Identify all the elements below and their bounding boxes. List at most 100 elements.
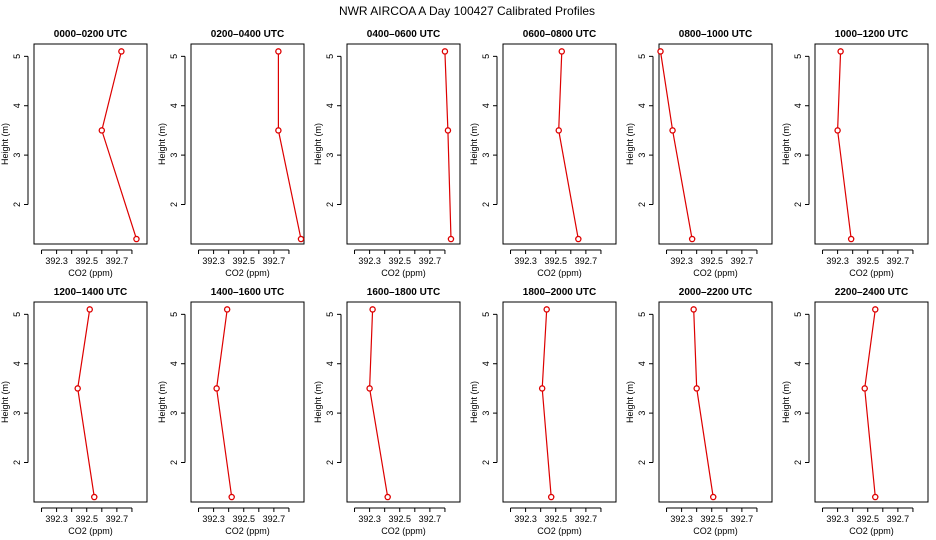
x-axis-label: CO2 (ppm) bbox=[381, 268, 426, 278]
x-axis-label: CO2 (ppm) bbox=[68, 268, 113, 278]
panel-title: 0000–0200 UTC bbox=[54, 29, 127, 40]
x-tick-label: 392.5 bbox=[856, 256, 879, 266]
profile-point bbox=[297, 235, 305, 243]
panel-title: 1400–1600 UTC bbox=[211, 287, 284, 298]
panel-title: 0400–0600 UTC bbox=[367, 29, 440, 40]
y-tick-label: 3 bbox=[481, 153, 491, 158]
profile-point bbox=[86, 306, 93, 313]
panel-grid: 0000–0200 UTC 392.3 392.5 392.7 2 3 4 5 CO2 (ppm… bbox=[0, 29, 929, 536]
x-tick-label: 392.3 bbox=[670, 514, 693, 524]
panel-8: 1400–1600 UTC 392.3 392.5 392.7 2 3 4 5 CO2 (ppm… bbox=[157, 287, 305, 536]
profile-point bbox=[669, 127, 676, 134]
y-tick-label: 4 bbox=[481, 361, 491, 366]
y-tick-label: 5 bbox=[12, 54, 22, 59]
plot-frame bbox=[190, 43, 305, 245]
y-tick-label: 5 bbox=[325, 54, 335, 59]
x-tick-label: 392.3 bbox=[202, 256, 225, 266]
x-axis-label: CO2 (ppm) bbox=[537, 268, 582, 278]
y-tick-label: 4 bbox=[169, 361, 179, 366]
x-tick-label: 392.3 bbox=[45, 256, 68, 266]
plot-frame bbox=[814, 301, 929, 503]
y-tick-label: 4 bbox=[325, 361, 335, 366]
x-tick-label: 392.7 bbox=[575, 256, 598, 266]
x-tick-label: 392.7 bbox=[419, 514, 442, 524]
plot-frame bbox=[33, 43, 148, 245]
y-tick-label: 4 bbox=[793, 103, 803, 108]
x-tick-label: 392.7 bbox=[106, 256, 129, 266]
x-axis-label: CO2 (ppm) bbox=[68, 526, 113, 536]
x-axis-label: CO2 (ppm) bbox=[225, 268, 270, 278]
profile-point bbox=[861, 385, 868, 392]
x-tick-label: 392.7 bbox=[106, 514, 129, 524]
y-tick-label: 5 bbox=[793, 54, 803, 59]
x-axis-label: CO2 (ppm) bbox=[693, 268, 738, 278]
y-tick-label: 2 bbox=[793, 460, 803, 465]
x-tick-label: 392.7 bbox=[419, 256, 442, 266]
x-tick-label: 392.3 bbox=[514, 514, 537, 524]
x-tick-label: 392.7 bbox=[887, 256, 910, 266]
x-tick-label: 392.7 bbox=[731, 514, 754, 524]
y-tick-label: 4 bbox=[12, 361, 22, 366]
panel-2: 0200–0400 UTC 392.3 392.5 392.7 2 3 4 5 CO2 (ppm… bbox=[157, 29, 305, 278]
figure-title: NWR AIRCOA A Day 100427 Calibrated Profi… bbox=[339, 4, 595, 18]
panel-6: 1000–1200 UTC 392.3 392.5 392.7 2 3 4 5 CO2 (ppm… bbox=[781, 29, 929, 278]
panel-11: 2000–2200 UTC 392.3 392.5 392.7 2 3 4 5 CO2 (ppm… bbox=[625, 287, 773, 536]
y-tick-label: 5 bbox=[169, 54, 179, 59]
profile-point bbox=[444, 127, 452, 134]
profile-point bbox=[657, 48, 664, 55]
y-tick-label: 5 bbox=[481, 54, 491, 59]
x-tick-label: 392.3 bbox=[826, 256, 849, 266]
profile-point bbox=[98, 127, 106, 134]
plot-frame bbox=[502, 301, 617, 503]
y-tick-label: 4 bbox=[637, 361, 647, 366]
y-tick-label: 4 bbox=[169, 103, 179, 108]
panel-title: 0200–0400 UTC bbox=[211, 29, 284, 40]
profile-point bbox=[447, 235, 455, 243]
panel-title: 1800–2000 UTC bbox=[523, 287, 596, 298]
y-axis-label: Height (m) bbox=[0, 123, 10, 165]
profile-point bbox=[555, 127, 562, 134]
profile-point bbox=[275, 127, 282, 134]
plot-frame bbox=[346, 43, 461, 245]
x-tick-label: 392.7 bbox=[263, 256, 286, 266]
y-tick-label: 5 bbox=[637, 54, 647, 59]
plot-frame bbox=[658, 301, 773, 503]
y-axis-label: Height (m) bbox=[469, 381, 479, 423]
y-tick-label: 3 bbox=[325, 411, 335, 416]
y-axis-label: Height (m) bbox=[313, 123, 323, 165]
profile-point bbox=[538, 385, 546, 392]
profile-point bbox=[575, 235, 582, 243]
profile-point bbox=[384, 493, 391, 501]
plot-frame bbox=[814, 43, 929, 245]
y-tick-label: 2 bbox=[325, 202, 335, 207]
y-axis-label: Height (m) bbox=[781, 381, 791, 423]
panel-3: 0400–0600 UTC 392.3 392.5 392.7 2 3 4 5 CO2 (ppm… bbox=[313, 29, 461, 278]
y-axis-label: Height (m) bbox=[625, 123, 635, 165]
x-axis-label: CO2 (ppm) bbox=[693, 526, 738, 536]
profile-point bbox=[872, 306, 879, 313]
x-tick-label: 392.5 bbox=[232, 256, 255, 266]
profile-point bbox=[118, 48, 125, 55]
y-axis-label: Height (m) bbox=[469, 123, 479, 165]
y-tick-label: 3 bbox=[637, 411, 647, 416]
x-tick-label: 392.7 bbox=[575, 514, 598, 524]
x-axis-label: CO2 (ppm) bbox=[849, 268, 894, 278]
y-tick-label: 2 bbox=[637, 202, 647, 207]
y-axis-label: Height (m) bbox=[781, 123, 791, 165]
panel-title: 1600–1800 UTC bbox=[367, 287, 440, 298]
profile-point bbox=[690, 306, 697, 313]
x-tick-label: 392.3 bbox=[202, 514, 225, 524]
profile-point bbox=[543, 306, 550, 313]
plot-frame bbox=[658, 43, 773, 245]
y-tick-label: 3 bbox=[169, 411, 179, 416]
x-tick-label: 392.5 bbox=[700, 514, 723, 524]
y-tick-label: 4 bbox=[637, 103, 647, 108]
x-axis-label: CO2 (ppm) bbox=[537, 526, 582, 536]
y-tick-label: 4 bbox=[793, 361, 803, 366]
x-tick-label: 392.3 bbox=[826, 514, 849, 524]
x-tick-label: 392.5 bbox=[544, 514, 567, 524]
y-tick-label: 2 bbox=[637, 460, 647, 465]
panel-title: 2000–2200 UTC bbox=[679, 287, 752, 298]
